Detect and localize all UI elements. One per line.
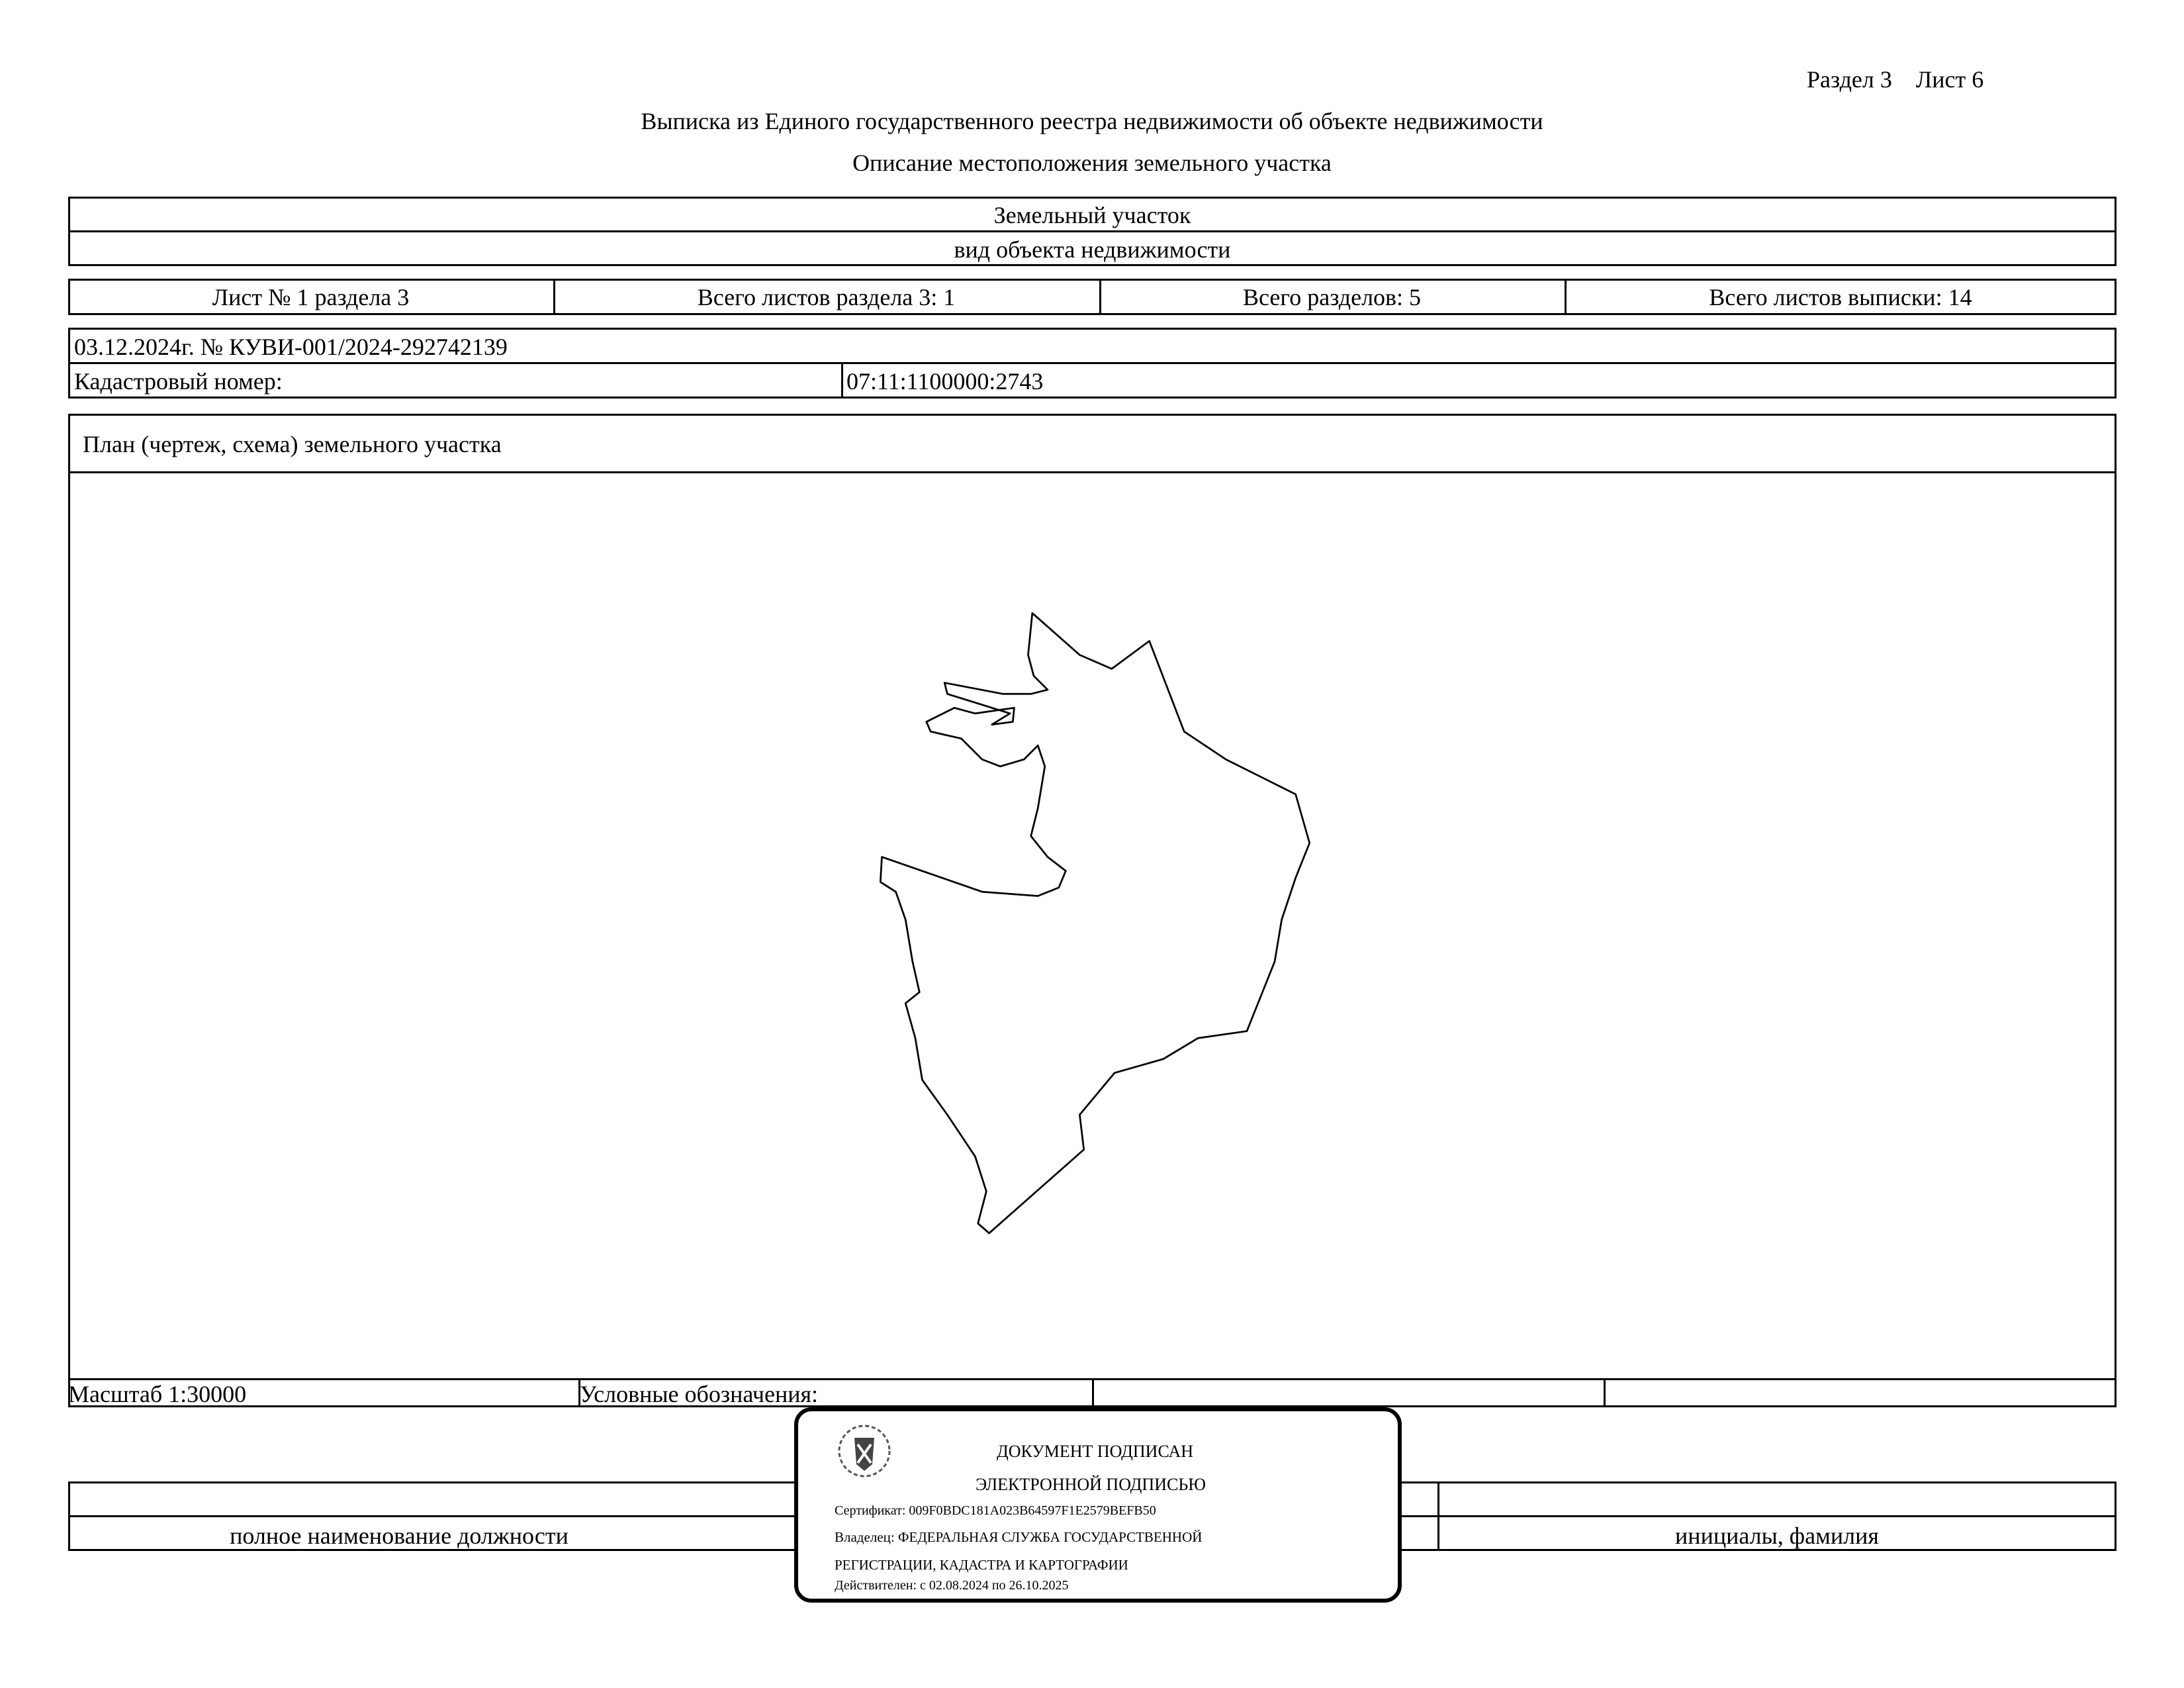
object-name: Земельный участок: [993, 202, 1191, 228]
emblem: [838, 1425, 891, 1477]
stamp-line: ДОКУМЕНТ ПОДПИСАН: [997, 1442, 1194, 1461]
rule: [578, 1378, 580, 1407]
stamp-owner: РЕГИСТРАЦИИ, КАДАСТРА И КАРТОГРАФИИ: [835, 1557, 1128, 1573]
rule: [1565, 279, 1567, 315]
rule: [1437, 1481, 1439, 1551]
signature-stamp: ДОКУМЕНТ ПОДПИСАН ЭЛЕКТРОННОЙ ПОДПИСЬЮ С…: [794, 1407, 1402, 1603]
rule: [68, 471, 2116, 473]
stamp-certificate: Сертификат: 009F0BDC181A023B64597F1E2579…: [835, 1503, 1156, 1518]
rule: [553, 279, 555, 315]
rule: [841, 362, 843, 399]
scale: Масштаб 1:30000: [68, 1381, 247, 1407]
date-number: 03.12.2024г. № КУВИ-001/2024-292742139: [74, 334, 508, 360]
plot-outline: [879, 612, 1311, 1235]
cadastral-number: 07:11:1100000:2743: [846, 368, 1044, 395]
plan-title: План (чертеж, схема) земельного участка: [83, 431, 502, 457]
stamp-owner: Владелец: ФЕДЕРАЛЬНАЯ СЛУЖБА ГОСУДАРСТВЕ…: [835, 1529, 1203, 1545]
sheets-table: [68, 279, 2116, 315]
cadastral-label: Кадастровый номер:: [74, 368, 283, 395]
sheet-info: Всего листов выписки: 14: [1709, 284, 1972, 310]
section-sheet: Раздел 3 Лист 6: [1807, 66, 1984, 93]
sheet-info: Лист № 1 раздела 3: [212, 284, 410, 310]
sheet-info: Всего листов раздела 3: 1: [697, 284, 956, 310]
rule: [1604, 1378, 1606, 1407]
rule: [68, 362, 2116, 364]
legend-label: Условные обозначения:: [580, 1381, 819, 1407]
rule: [1092, 1378, 1094, 1407]
title: Выписка из Единого государственного реес…: [641, 108, 1543, 134]
name-caption: инициалы, фамилия: [1675, 1523, 1879, 1549]
stamp-validity: Действителен: с 02.08.2024 по 26.10.2025: [835, 1578, 1069, 1593]
sheet-info: Всего разделов: 5: [1242, 284, 1422, 310]
subtitle: Описание местоположения земельного участ…: [852, 150, 1332, 176]
rule: [1099, 279, 1101, 315]
rule: [68, 230, 2116, 232]
object-caption: вид объекта недвижимости: [954, 236, 1231, 263]
stamp-line: ЭЛЕКТРОННОЙ ПОДПИСЬЮ: [976, 1475, 1206, 1494]
position-caption: полное наименование должности: [230, 1523, 569, 1549]
